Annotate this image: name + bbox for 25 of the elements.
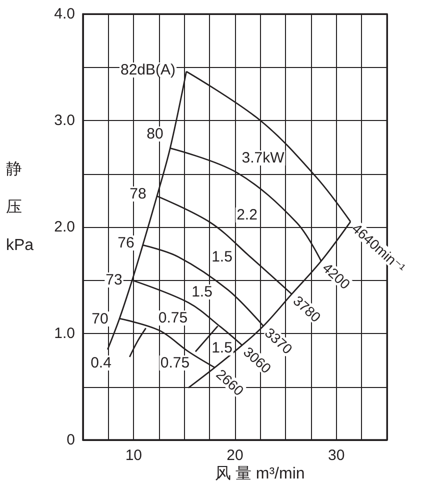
annotation: 76: [118, 234, 134, 252]
x-tick-label: 20: [226, 447, 244, 464]
y-tick-label: 2.0: [54, 218, 75, 236]
x-axis-title: 风 量 m³/min: [215, 466, 305, 482]
annotation: 70: [92, 310, 108, 328]
annotation: 78: [130, 186, 146, 202]
annotation: 3.7kW: [242, 150, 286, 166]
annotation: 80: [146, 126, 164, 142]
annotation: 82dB(A): [120, 62, 176, 78]
annotation: 0.75: [160, 354, 190, 372]
annotation: 1.5: [212, 340, 232, 356]
x-tick-label: 30: [328, 447, 345, 464]
x-tick-label: 10: [125, 447, 142, 464]
text: 4200: [320, 259, 354, 292]
y-tick-label: 1.0: [54, 325, 75, 342]
annotation: 1.5: [192, 284, 212, 300]
text: 静压 kPa: [6, 161, 34, 254]
annotation: 0.4: [90, 354, 112, 372]
y-tick-label: 3.0: [54, 112, 75, 129]
y-tick-label: 4.0: [54, 6, 75, 22]
annotation: 73: [106, 272, 122, 288]
annotation: 0.75: [158, 310, 188, 326]
y-tick-label: 0: [66, 432, 75, 448]
annotation: 1.5: [212, 248, 232, 266]
annotation: 2.2: [236, 206, 258, 224]
